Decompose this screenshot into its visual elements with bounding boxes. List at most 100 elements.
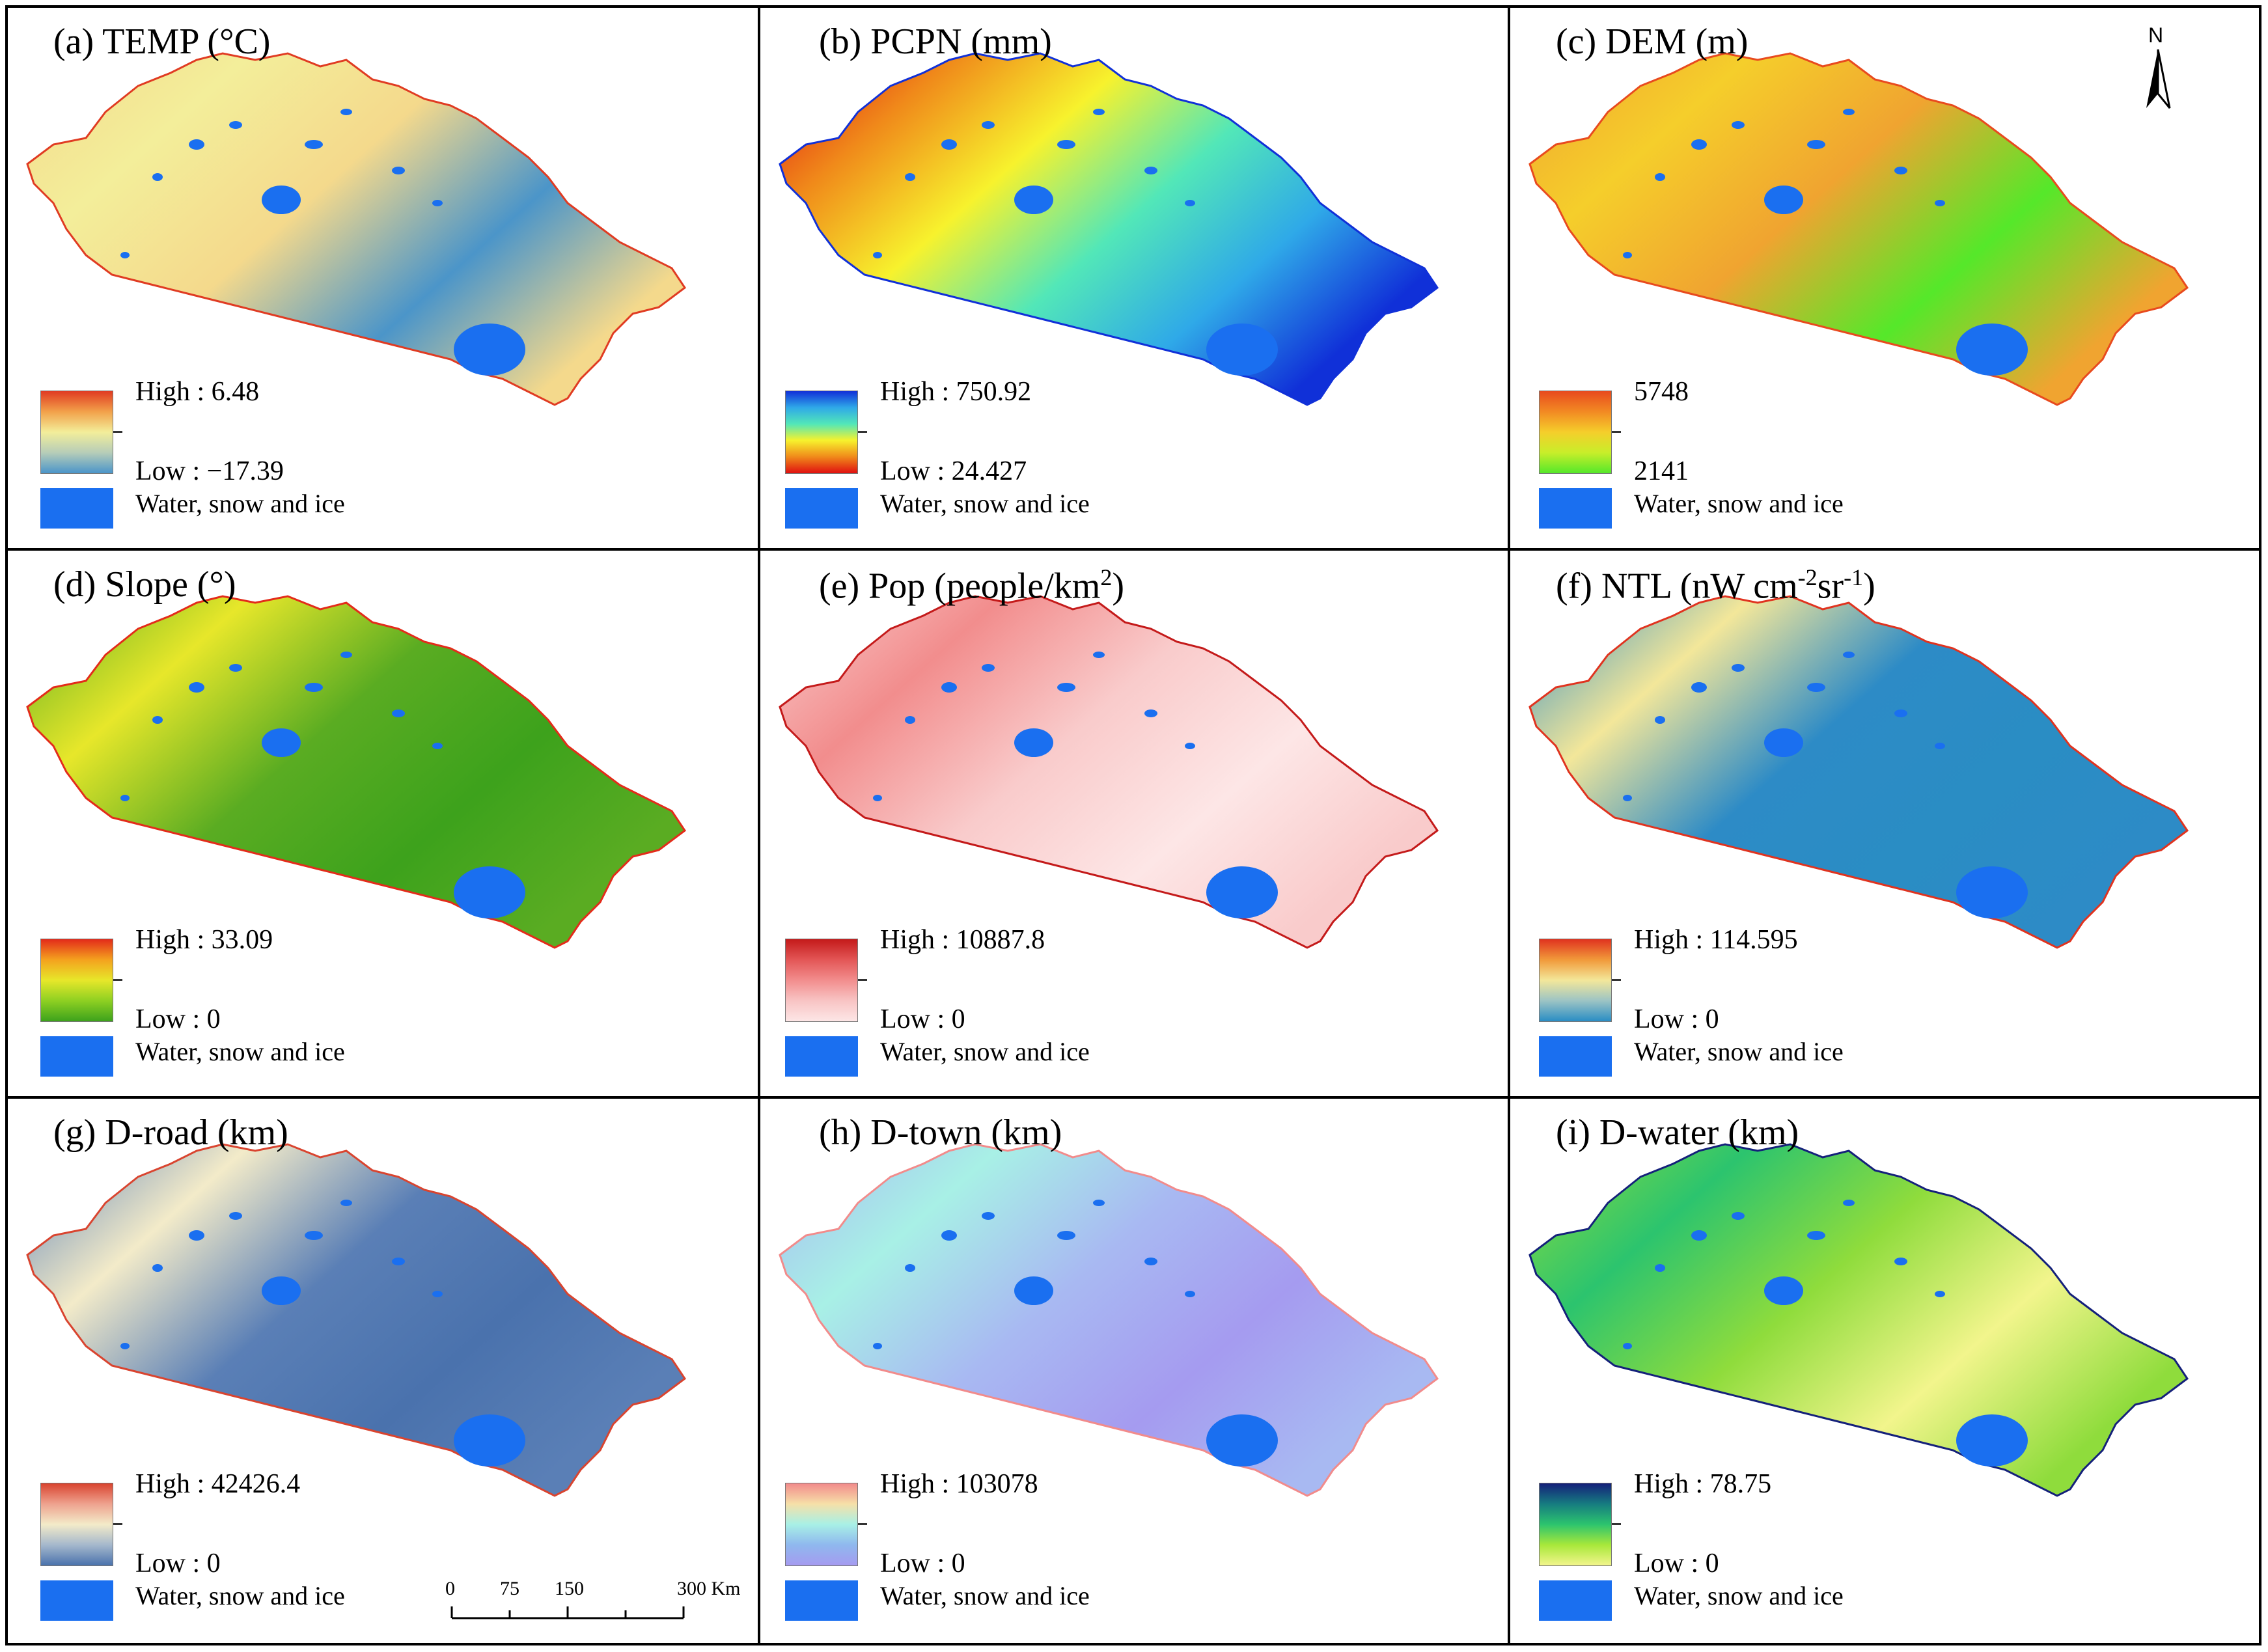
panel-title: (a) TEMP (°C) — [53, 21, 270, 62]
legend-water-swatch — [785, 488, 858, 529]
water-body — [1764, 728, 1803, 757]
panel-title-superscript: -1 — [1844, 564, 1864, 590]
water-body — [1014, 1276, 1053, 1305]
scale-tick-label: 150 — [555, 1578, 584, 1599]
water-body — [1144, 709, 1157, 717]
water-body — [941, 682, 957, 693]
water-body — [1623, 795, 1632, 801]
water-body — [941, 139, 957, 150]
water-body — [1764, 1276, 1803, 1305]
water-body — [1014, 728, 1053, 757]
scale-bar — [450, 1606, 685, 1619]
panel-title: (g) D-road (km) — [53, 1112, 288, 1153]
basin-outline — [26, 1143, 687, 1497]
water-body — [432, 1291, 443, 1297]
water-body — [1206, 866, 1278, 918]
legend-water-swatch — [1539, 488, 1612, 529]
water-body — [941, 1230, 957, 1241]
panel-title-text: (e) Pop (people/km — [819, 566, 1101, 607]
water-body — [392, 167, 405, 174]
water-body — [1093, 652, 1105, 658]
legend-tick — [1612, 979, 1621, 981]
basin-map — [26, 595, 687, 949]
legend-low-label: Low : 24.427 — [880, 456, 1027, 486]
legend-water-swatch — [1539, 1580, 1612, 1621]
water-body — [262, 1276, 301, 1305]
water-body — [1732, 664, 1745, 672]
divider — [1508, 5, 1510, 1645]
water-body — [189, 1230, 204, 1241]
legend-tick — [113, 979, 122, 981]
legend-color-ramp — [40, 391, 113, 474]
water-body — [1732, 121, 1745, 129]
legend-water-swatch — [40, 1580, 113, 1621]
water-body — [1843, 652, 1855, 658]
basin-outline — [1528, 52, 2189, 406]
water-body — [454, 866, 525, 918]
water-body — [1691, 682, 1707, 693]
legend-high-label: High : 42426.4 — [135, 1469, 301, 1499]
water-body — [432, 743, 443, 749]
basin-outline — [779, 52, 1439, 406]
basin-outline — [779, 1143, 1439, 1497]
water-body — [905, 173, 915, 181]
water-body — [1956, 324, 2028, 376]
water-body — [229, 1212, 242, 1220]
basin-map — [779, 1143, 1439, 1497]
panel-title: (f) NTL (nW cm-2sr-1) — [1556, 564, 1875, 607]
panel-title-superscript: -2 — [1797, 564, 1818, 590]
legend-high-label: High : 750.92 — [880, 377, 1032, 407]
legend-low-label: Low : 0 — [880, 1004, 965, 1034]
water-body — [305, 683, 323, 692]
water-body — [1206, 324, 1278, 376]
water-body — [1206, 1414, 1278, 1466]
basin-outline — [26, 52, 687, 406]
figure-frame — [5, 5, 2261, 1645]
panel-title-text: (h) D-town (km) — [819, 1112, 1062, 1153]
water-body — [152, 1264, 163, 1272]
map-panel: (g) D-road (km) High : 42426.4 Low : 0 Wate… — [8, 1099, 758, 1643]
panel-title-text: (g) D-road (km) — [53, 1112, 288, 1153]
water-body — [1691, 1230, 1707, 1241]
water-body — [905, 1264, 915, 1272]
water-body — [1623, 252, 1632, 258]
basin-map — [26, 1143, 687, 1497]
water-body — [873, 1343, 882, 1349]
panel-title-text: (f) NTL (nW cm — [1556, 566, 1798, 607]
panel-title: (h) D-town (km) — [819, 1112, 1062, 1153]
water-body — [1894, 1258, 1907, 1265]
water-body — [1956, 866, 2028, 918]
water-body — [1144, 1258, 1157, 1265]
legend-tick — [113, 431, 122, 433]
legend-color-ramp — [785, 1483, 858, 1566]
panel-title-text: (d) Slope (°) — [53, 564, 236, 605]
legend-high-label: High : 114.595 — [1634, 925, 1798, 955]
water-body — [229, 664, 242, 672]
panel-title-text: ) — [1112, 566, 1124, 607]
legend-low-label: Low : −17.39 — [135, 456, 284, 486]
water-body — [392, 709, 405, 717]
water-body — [1185, 743, 1195, 749]
water-body — [905, 716, 915, 724]
water-body — [1014, 186, 1053, 214]
panel-title: (c) DEM (m) — [1556, 21, 1748, 62]
map-panel: (f) NTL (nW cm-2sr-1) High : 114.595 Low :… — [1510, 551, 2259, 1096]
legend-tick — [1612, 431, 1621, 433]
panel-title: (i) D-water (km) — [1556, 1112, 1799, 1153]
water-body — [1185, 1291, 1195, 1297]
water-body — [152, 173, 163, 181]
north-arrow-icon — [2146, 49, 2171, 109]
legend-high-label: High : 33.09 — [135, 925, 273, 955]
legend-water-label: Water, snow and ice — [135, 489, 345, 518]
legend-tick — [858, 431, 867, 433]
water-body — [1057, 683, 1075, 692]
water-body — [1956, 1414, 2028, 1466]
water-body — [340, 109, 352, 115]
legend-water-label: Water, snow and ice — [1634, 489, 1844, 518]
legend-color-ramp — [785, 391, 858, 474]
water-body — [1655, 716, 1665, 724]
water-body — [1144, 167, 1157, 174]
water-body — [1807, 683, 1825, 692]
water-body — [392, 1258, 405, 1265]
water-body — [120, 795, 130, 801]
